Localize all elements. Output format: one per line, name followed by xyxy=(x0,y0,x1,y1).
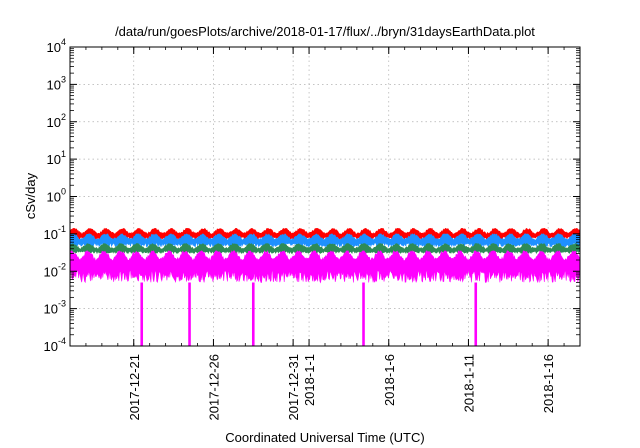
y-tick-label: 102 xyxy=(47,112,66,130)
x-tick-label: 2018-1-16 xyxy=(541,354,556,413)
x-tick-label: 2017-12-31 xyxy=(286,354,301,421)
series-band-4 xyxy=(69,249,581,284)
y-tick-label: 100 xyxy=(47,187,66,205)
x-tick-labels: 2017-12-21 2017-12-26 2017-12-31 2018-1-1 20… xyxy=(127,354,556,421)
x-tick-label: 2017-12-26 xyxy=(206,354,221,421)
y-tick-label: 104 xyxy=(47,37,66,55)
y-axis-title: cSv/day xyxy=(23,172,38,219)
x-tick-label: 2017-12-21 xyxy=(127,354,142,421)
y-tick-label: 10-4 xyxy=(44,336,66,354)
y-tick-label: 10-3 xyxy=(44,299,66,317)
chart-title: /data/run/goesPlots/archive/2018-01-17/f… xyxy=(115,24,535,39)
x-axis-title: Coordinated Universal Time (UTC) xyxy=(225,430,424,445)
x-tick-label: 2018-1-1 xyxy=(302,354,317,406)
y-tick-label: 10-2 xyxy=(44,261,66,279)
series-layer xyxy=(69,227,581,346)
series-band-1 xyxy=(69,227,581,241)
y-tick-label: 101 xyxy=(47,149,66,167)
tick-marks xyxy=(70,46,580,347)
y-tick-label: 10-1 xyxy=(44,224,66,242)
x-tick-label: 2018-1-6 xyxy=(382,354,397,406)
x-tick-label: 2018-1-11 xyxy=(461,354,476,412)
y-tick-label: 103 xyxy=(47,74,66,92)
y-tick-labels: 10-4 10-3 10-2 10-1 100 101 102 103 104 xyxy=(44,37,66,354)
grid-lines xyxy=(70,47,580,346)
